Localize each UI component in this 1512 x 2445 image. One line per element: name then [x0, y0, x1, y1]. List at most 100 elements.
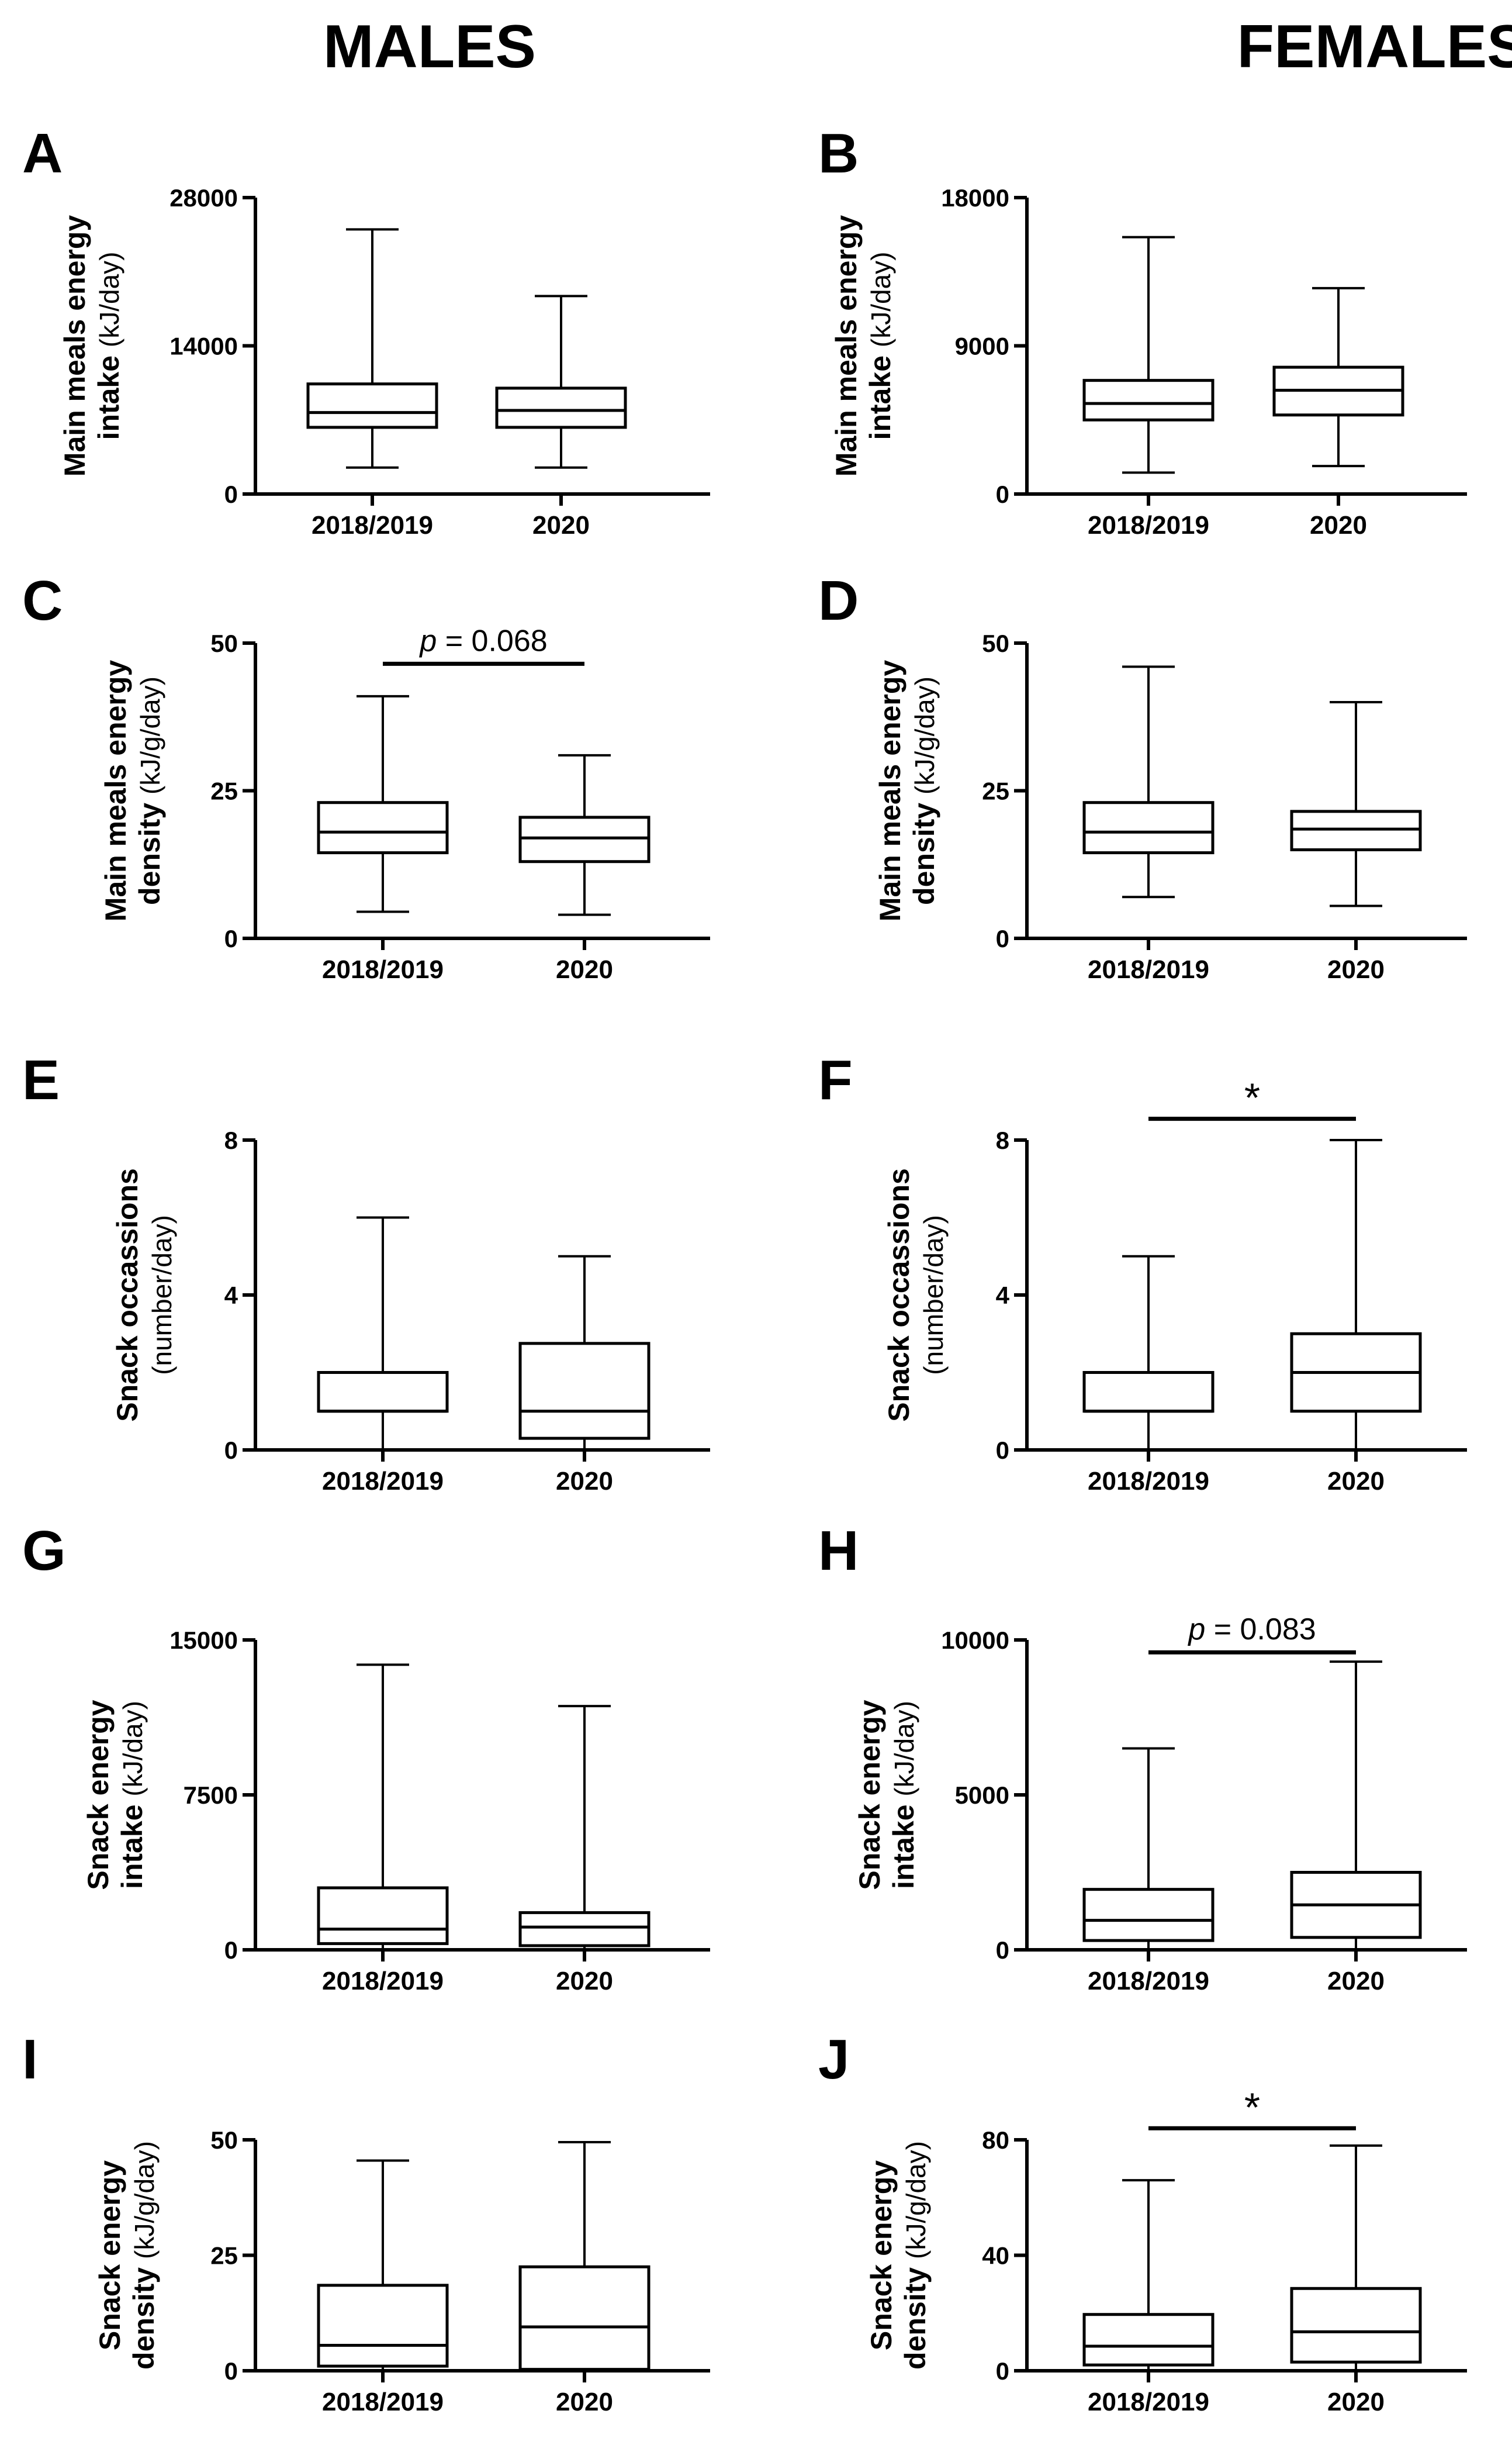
- panel-letter: F: [818, 1049, 853, 1111]
- x-tick-label: 2020: [532, 511, 590, 540]
- iqr-box: [1082, 1371, 1215, 1413]
- males-title: MALES: [323, 13, 536, 81]
- panel-b: B Main meals energy intake (kJ/day) 0 9000 18…: [818, 122, 1467, 540]
- panel-j: J Snack energy density (kJ/g/day) 0 40 80 2018…: [818, 2028, 1467, 2416]
- box-1: [306, 228, 438, 469]
- iqr-box: [317, 1886, 449, 1945]
- y-axis-label-line2: intake (kJ/day): [116, 1701, 148, 1889]
- y-axis-unit: (kJ/day): [117, 1701, 148, 1797]
- x-tick-label: 2018/2019: [322, 1967, 444, 1995]
- y-axis-label: Snack energy: [865, 2160, 898, 2350]
- x-tick-label: 2020: [1327, 1467, 1385, 1496]
- y-tick-label: 8: [996, 1127, 1009, 1154]
- y-tick-label: 10000: [941, 1626, 1009, 1654]
- y-tick-label: 0: [996, 481, 1009, 508]
- x-tick-label: 2020: [556, 1967, 613, 1995]
- y-axis-unit: (kJ/g/day): [135, 676, 165, 795]
- y-tick-label: 28000: [169, 184, 238, 212]
- y-axis-label: Snack energy: [94, 2160, 126, 2350]
- y-tick-label: 0: [224, 1936, 238, 1964]
- box-2: [1290, 701, 1422, 907]
- y-axis-label-word: density: [908, 795, 940, 905]
- y-tick-label: 25: [982, 778, 1009, 805]
- iqr-box: [495, 386, 627, 429]
- y-axis-label-word: intake: [887, 1797, 920, 1889]
- y-axis-label-word: intake: [864, 347, 897, 440]
- panel-letter: C: [22, 569, 63, 632]
- y-axis-label-line2: intake (kJ/day): [864, 252, 897, 440]
- y-tick-label: 50: [210, 2126, 238, 2154]
- x-tick-label: 2018/2019: [1088, 955, 1209, 984]
- iqr-box: [317, 2284, 449, 2368]
- y-axis-label: Snack occassions: [883, 1168, 915, 1422]
- iqr-box: [1082, 1888, 1215, 1942]
- iqr-box: [1082, 2313, 1215, 2367]
- y-axis-label: Snack occassions: [111, 1168, 144, 1422]
- box-2: [518, 2140, 651, 2372]
- box-2: [1290, 1660, 1422, 1951]
- panel-letter: D: [818, 569, 859, 632]
- y-tick-label: 0: [224, 2357, 238, 2385]
- x-tick-label: 2020: [1327, 955, 1385, 984]
- y-tick-label: 0: [224, 925, 238, 952]
- panel-d: D Main meals energy density (kJ/g/day) 0 25 5…: [818, 569, 1467, 984]
- y-axis-label-word: intake: [116, 1797, 148, 1889]
- panel-f: F Snack occassions (number/day) 0 4 8 2018/201…: [818, 1049, 1467, 1496]
- y-axis-unit: (kJ/day): [94, 252, 124, 348]
- panel-letter: E: [22, 1049, 60, 1111]
- x-tick-label: 2020: [556, 1467, 613, 1496]
- significance-star: *: [1244, 2084, 1260, 2130]
- box-1: [1082, 236, 1215, 474]
- x-tick-label: 2018/2019: [322, 955, 444, 984]
- iqr-box: [1082, 801, 1215, 855]
- y-tick-label: 15000: [169, 1626, 238, 1654]
- y-axis-unit: (kJ/day): [866, 252, 896, 348]
- y-axis-label-line2: density (kJ/g/day): [133, 676, 166, 905]
- x-tick-label: 2020: [1327, 1967, 1385, 1995]
- panel-letter: H: [818, 1520, 859, 1582]
- box-2: [518, 754, 651, 916]
- box-2: [1272, 286, 1404, 468]
- x-tick-label: 2018/2019: [1088, 1967, 1209, 1995]
- y-axis-label-word: density: [127, 2259, 160, 2370]
- y-axis-label-line2: density (kJ/g/day): [899, 2141, 932, 2370]
- p-value-label: p = 0.083: [1187, 1612, 1316, 1646]
- x-tick-label: 2020: [1327, 2388, 1385, 2416]
- y-axis-label: Main meals energy: [99, 660, 132, 922]
- y-axis-label-line2: (number/day): [918, 1215, 949, 1375]
- y-axis-label: Main meals energy: [58, 215, 91, 477]
- y-tick-label: 0: [224, 1436, 238, 1464]
- females-title: FEMALES: [1237, 13, 1512, 81]
- p-value: = 0.083: [1205, 1612, 1316, 1646]
- y-tick-label: 9000: [955, 333, 1009, 360]
- y-tick-label: 4: [996, 1282, 1010, 1309]
- iqr-box: [1082, 379, 1215, 422]
- y-tick-label: 8: [224, 1127, 238, 1154]
- x-tick-label: 2018/2019: [312, 511, 433, 540]
- y-axis-unit: (number/day): [147, 1215, 177, 1375]
- y-axis-label-line2: density (kJ/g/day): [908, 676, 940, 905]
- y-tick-label: 80: [982, 2126, 1009, 2154]
- y-tick-label: 0: [224, 481, 238, 508]
- y-tick-label: 0: [996, 925, 1009, 952]
- y-axis-unit: (kJ/g/day): [901, 2141, 931, 2259]
- y-axis-unit: (kJ/g/day): [909, 676, 940, 795]
- x-tick-label: 2018/2019: [322, 1467, 444, 1496]
- panel-h: H Snack energy intake (kJ/day) 0 5000 10000 20…: [818, 1520, 1467, 1995]
- x-tick-label: 2020: [556, 2388, 613, 2416]
- box-2: [518, 1255, 651, 1451]
- iqr-box: [518, 2265, 651, 2371]
- x-tick-label: 2018/2019: [1088, 1467, 1209, 1496]
- y-axis-label-line2: intake (kJ/day): [887, 1701, 920, 1889]
- iqr-box: [317, 1371, 449, 1413]
- y-tick-label: 0: [996, 2357, 1009, 2385]
- y-tick-label: 18000: [941, 184, 1009, 212]
- panel-i: I Snack energy density (kJ/g/day) 0 25 50 2018…: [22, 2028, 710, 2416]
- iqr-box: [306, 382, 438, 429]
- panel-e: E Snack occassions (number/day) 0 4 8 2018/201…: [22, 1049, 710, 1496]
- box-2: [1290, 2144, 1422, 2372]
- significance-star: *: [1244, 1075, 1260, 1121]
- panel-letter: I: [22, 2028, 38, 2091]
